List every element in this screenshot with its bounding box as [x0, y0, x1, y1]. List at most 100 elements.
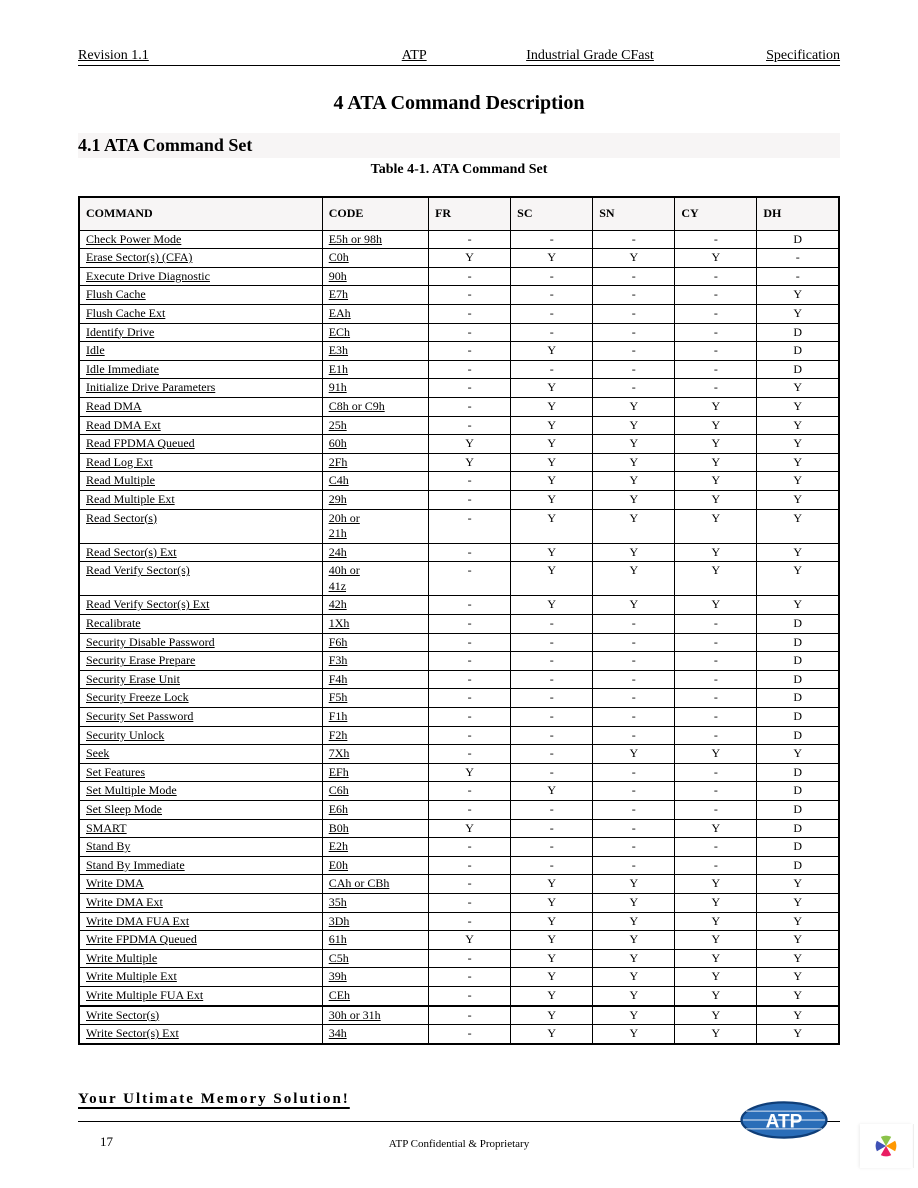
cell-dh: Y — [757, 596, 839, 615]
cell-dh: Y — [757, 472, 839, 491]
col-fr: FR — [429, 197, 511, 230]
cell-fr: - — [429, 416, 511, 435]
cell-code: E3h — [322, 342, 428, 361]
cell-fr: - — [429, 1025, 511, 1044]
footer-rule — [78, 1121, 840, 1122]
cell-cy: - — [675, 633, 757, 652]
table-row: Seek7Xh--YYY — [79, 745, 839, 764]
cell-code: CAh or CBh — [322, 875, 428, 894]
cell-cmd: SMART — [79, 819, 322, 838]
cell-code: 42h — [322, 596, 428, 615]
cell-cmd: Set Features — [79, 763, 322, 782]
cell-code: 1Xh — [322, 615, 428, 634]
cell-cmd: Write FPDMA Queued — [79, 931, 322, 950]
cell-sc: Y — [511, 949, 593, 968]
cell-cmd: Read DMA Ext — [79, 416, 322, 435]
table-body: Check Power ModeE5h or 98h----DErase Sec… — [79, 230, 839, 1044]
col-cy: CY — [675, 197, 757, 230]
cell-sn: Y — [593, 416, 675, 435]
table-row: Write Multiple FUA ExtCEh-YYYY — [79, 986, 839, 1005]
cell-sc: - — [511, 286, 593, 305]
cell-sn: - — [593, 652, 675, 671]
cell-dh: Y — [757, 435, 839, 454]
section-heading: 4.1 ATA Command Set — [78, 135, 840, 156]
cell-sc: Y — [511, 1006, 593, 1025]
cell-cy: Y — [675, 819, 757, 838]
cell-cy: - — [675, 726, 757, 745]
cell-cy: - — [675, 230, 757, 249]
cell-cy: Y — [675, 968, 757, 987]
cell-fr: - — [429, 875, 511, 894]
cell-dh: D — [757, 819, 839, 838]
cell-dh: Y — [757, 509, 839, 543]
cell-cy: - — [675, 267, 757, 286]
cell-fr: - — [429, 986, 511, 1005]
cell-code: 40h or41z — [322, 562, 428, 596]
cell-sc: Y — [511, 912, 593, 931]
cell-cy: Y — [675, 562, 757, 596]
cell-cmd: Security Set Password — [79, 708, 322, 727]
cell-sc: Y — [511, 490, 593, 509]
cell-dh: Y — [757, 416, 839, 435]
cell-cmd: Security Disable Password — [79, 633, 322, 652]
table-row: Security UnlockF2h----D — [79, 726, 839, 745]
cell-cy: - — [675, 342, 757, 361]
cell-sn: - — [593, 342, 675, 361]
cell-sc: - — [511, 856, 593, 875]
cell-fr: - — [429, 596, 511, 615]
cell-sn: - — [593, 379, 675, 398]
cell-cmd: Write DMA FUA Ext — [79, 912, 322, 931]
cell-cmd: Check Power Mode — [79, 230, 322, 249]
ata-command-table: COMMAND CODE FR SC SN CY DH Check Power … — [78, 196, 840, 1045]
cell-code: EAh — [322, 304, 428, 323]
cell-sn: Y — [593, 949, 675, 968]
cell-code: 60h — [322, 435, 428, 454]
cell-fr: - — [429, 801, 511, 820]
cell-code: 25h — [322, 416, 428, 435]
cell-cy: - — [675, 652, 757, 671]
cell-cmd: Recalibrate — [79, 615, 322, 634]
cell-cmd: Read Verify Sector(s) — [79, 562, 322, 596]
cell-dh: D — [757, 670, 839, 689]
cell-fr: - — [429, 708, 511, 727]
table-row: Security Set PasswordF1h----D — [79, 708, 839, 727]
cell-fr: - — [429, 745, 511, 764]
viewer-widget-icon[interactable] — [860, 1124, 912, 1168]
cell-fr: - — [429, 670, 511, 689]
cell-sn: Y — [593, 543, 675, 562]
cell-fr: - — [429, 838, 511, 857]
cell-dh: Y — [757, 562, 839, 596]
cell-dh: D — [757, 342, 839, 361]
cell-dh: D — [757, 838, 839, 857]
cell-fr: - — [429, 230, 511, 249]
table-row: Set Sleep ModeE6h----D — [79, 801, 839, 820]
cell-cy: Y — [675, 453, 757, 472]
cell-dh: D — [757, 726, 839, 745]
cell-sn: Y — [593, 1025, 675, 1044]
table-row: Execute Drive Diagnostic90h----- — [79, 267, 839, 286]
cell-cmd: Write DMA — [79, 875, 322, 894]
cell-dh: Y — [757, 453, 839, 472]
cell-dh: D — [757, 708, 839, 727]
cell-sc: - — [511, 304, 593, 323]
cell-dh: Y — [757, 912, 839, 931]
cell-sc: Y — [511, 968, 593, 987]
cell-dh: Y — [757, 986, 839, 1005]
cell-fr: - — [429, 379, 511, 398]
cell-sn: Y — [593, 249, 675, 268]
cell-sn: - — [593, 360, 675, 379]
cell-code: C8h or C9h — [322, 397, 428, 416]
cell-cmd: Idle Immediate — [79, 360, 322, 379]
cell-fr: - — [429, 304, 511, 323]
cell-code: F6h — [322, 633, 428, 652]
cell-dh: D — [757, 689, 839, 708]
cell-sn: - — [593, 856, 675, 875]
cell-cmd: Read Multiple Ext — [79, 490, 322, 509]
cell-cmd: Write DMA Ext — [79, 893, 322, 912]
cell-dh: D — [757, 633, 839, 652]
cell-cmd: Idle — [79, 342, 322, 361]
cell-code: 7Xh — [322, 745, 428, 764]
cell-cy: - — [675, 615, 757, 634]
cell-code: 91h — [322, 379, 428, 398]
viewer-next-button[interactable]: ❯ — [913, 1124, 918, 1168]
